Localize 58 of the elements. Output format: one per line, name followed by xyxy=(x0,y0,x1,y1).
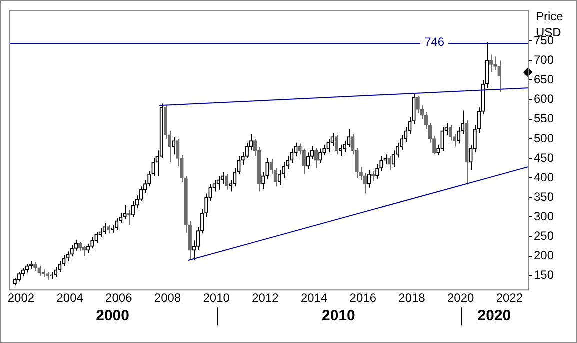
y-tick-label: 300 xyxy=(534,210,554,224)
candlestick xyxy=(318,148,322,164)
y-tick-label: 500 xyxy=(534,131,554,146)
candlestick xyxy=(334,134,339,156)
candlestick xyxy=(376,164,380,180)
candlestick xyxy=(314,148,318,169)
x-tick-label: 2016 xyxy=(350,291,377,306)
candlestick xyxy=(388,156,392,171)
ref-line-label: 746 xyxy=(424,34,445,49)
candlestick xyxy=(216,176,220,190)
candlestick xyxy=(17,271,22,282)
y-tick-label: 700 xyxy=(534,52,554,67)
candlestick xyxy=(448,124,452,142)
y-tick-label: 250 xyxy=(534,229,554,244)
y-tick-label: 350 xyxy=(534,190,554,204)
candlestick xyxy=(416,95,420,114)
candlestick xyxy=(498,60,502,92)
candlestick xyxy=(306,152,310,170)
candlestick xyxy=(347,128,351,148)
candlestick xyxy=(432,135,436,156)
x-tick-label: 2006 xyxy=(106,291,133,306)
candlestick xyxy=(102,222,106,235)
candlestick xyxy=(367,170,372,188)
y-tick-label: 400 xyxy=(534,170,554,184)
y-tick-label: 550 xyxy=(534,112,554,126)
x-tick-label: 2002 xyxy=(8,291,35,306)
candlestick xyxy=(82,246,86,257)
x-tick-label: 2020 xyxy=(447,291,475,306)
candlestick xyxy=(440,126,444,152)
y-tick-label: 600 xyxy=(534,92,554,106)
x-tick-label: 2012 xyxy=(252,291,280,306)
y-tick-label: 150 xyxy=(534,268,554,282)
candlestick xyxy=(131,201,135,218)
x-tick-label: 2022 xyxy=(496,291,524,306)
candlestick xyxy=(278,170,282,186)
candlestick xyxy=(172,136,176,156)
candlestick xyxy=(66,251,70,262)
y-tick-label: 450 xyxy=(534,150,554,165)
candlestick xyxy=(384,154,388,165)
text: 2010 xyxy=(322,308,356,325)
text: 2000 xyxy=(96,308,130,325)
x-tick-label: 2018 xyxy=(398,291,426,306)
candlestick xyxy=(123,204,127,220)
y-tick-label: 200 xyxy=(534,248,554,263)
x-tick-label: 2014 xyxy=(300,291,328,306)
text: 2020 xyxy=(478,308,512,325)
candlestick xyxy=(38,266,42,276)
x-tick-label: 2004 xyxy=(56,291,84,306)
candlestick xyxy=(494,56,498,71)
candlestick xyxy=(94,232,98,244)
candlestick xyxy=(90,237,94,250)
candlestick xyxy=(54,266,58,278)
x-tick-label: 2010 xyxy=(203,291,230,306)
x-tick-label: 2008 xyxy=(154,291,182,306)
y-tick-label: 650 xyxy=(534,72,554,87)
candlestick xyxy=(326,138,330,154)
candlestick xyxy=(86,243,90,254)
candlestick xyxy=(70,244,74,257)
